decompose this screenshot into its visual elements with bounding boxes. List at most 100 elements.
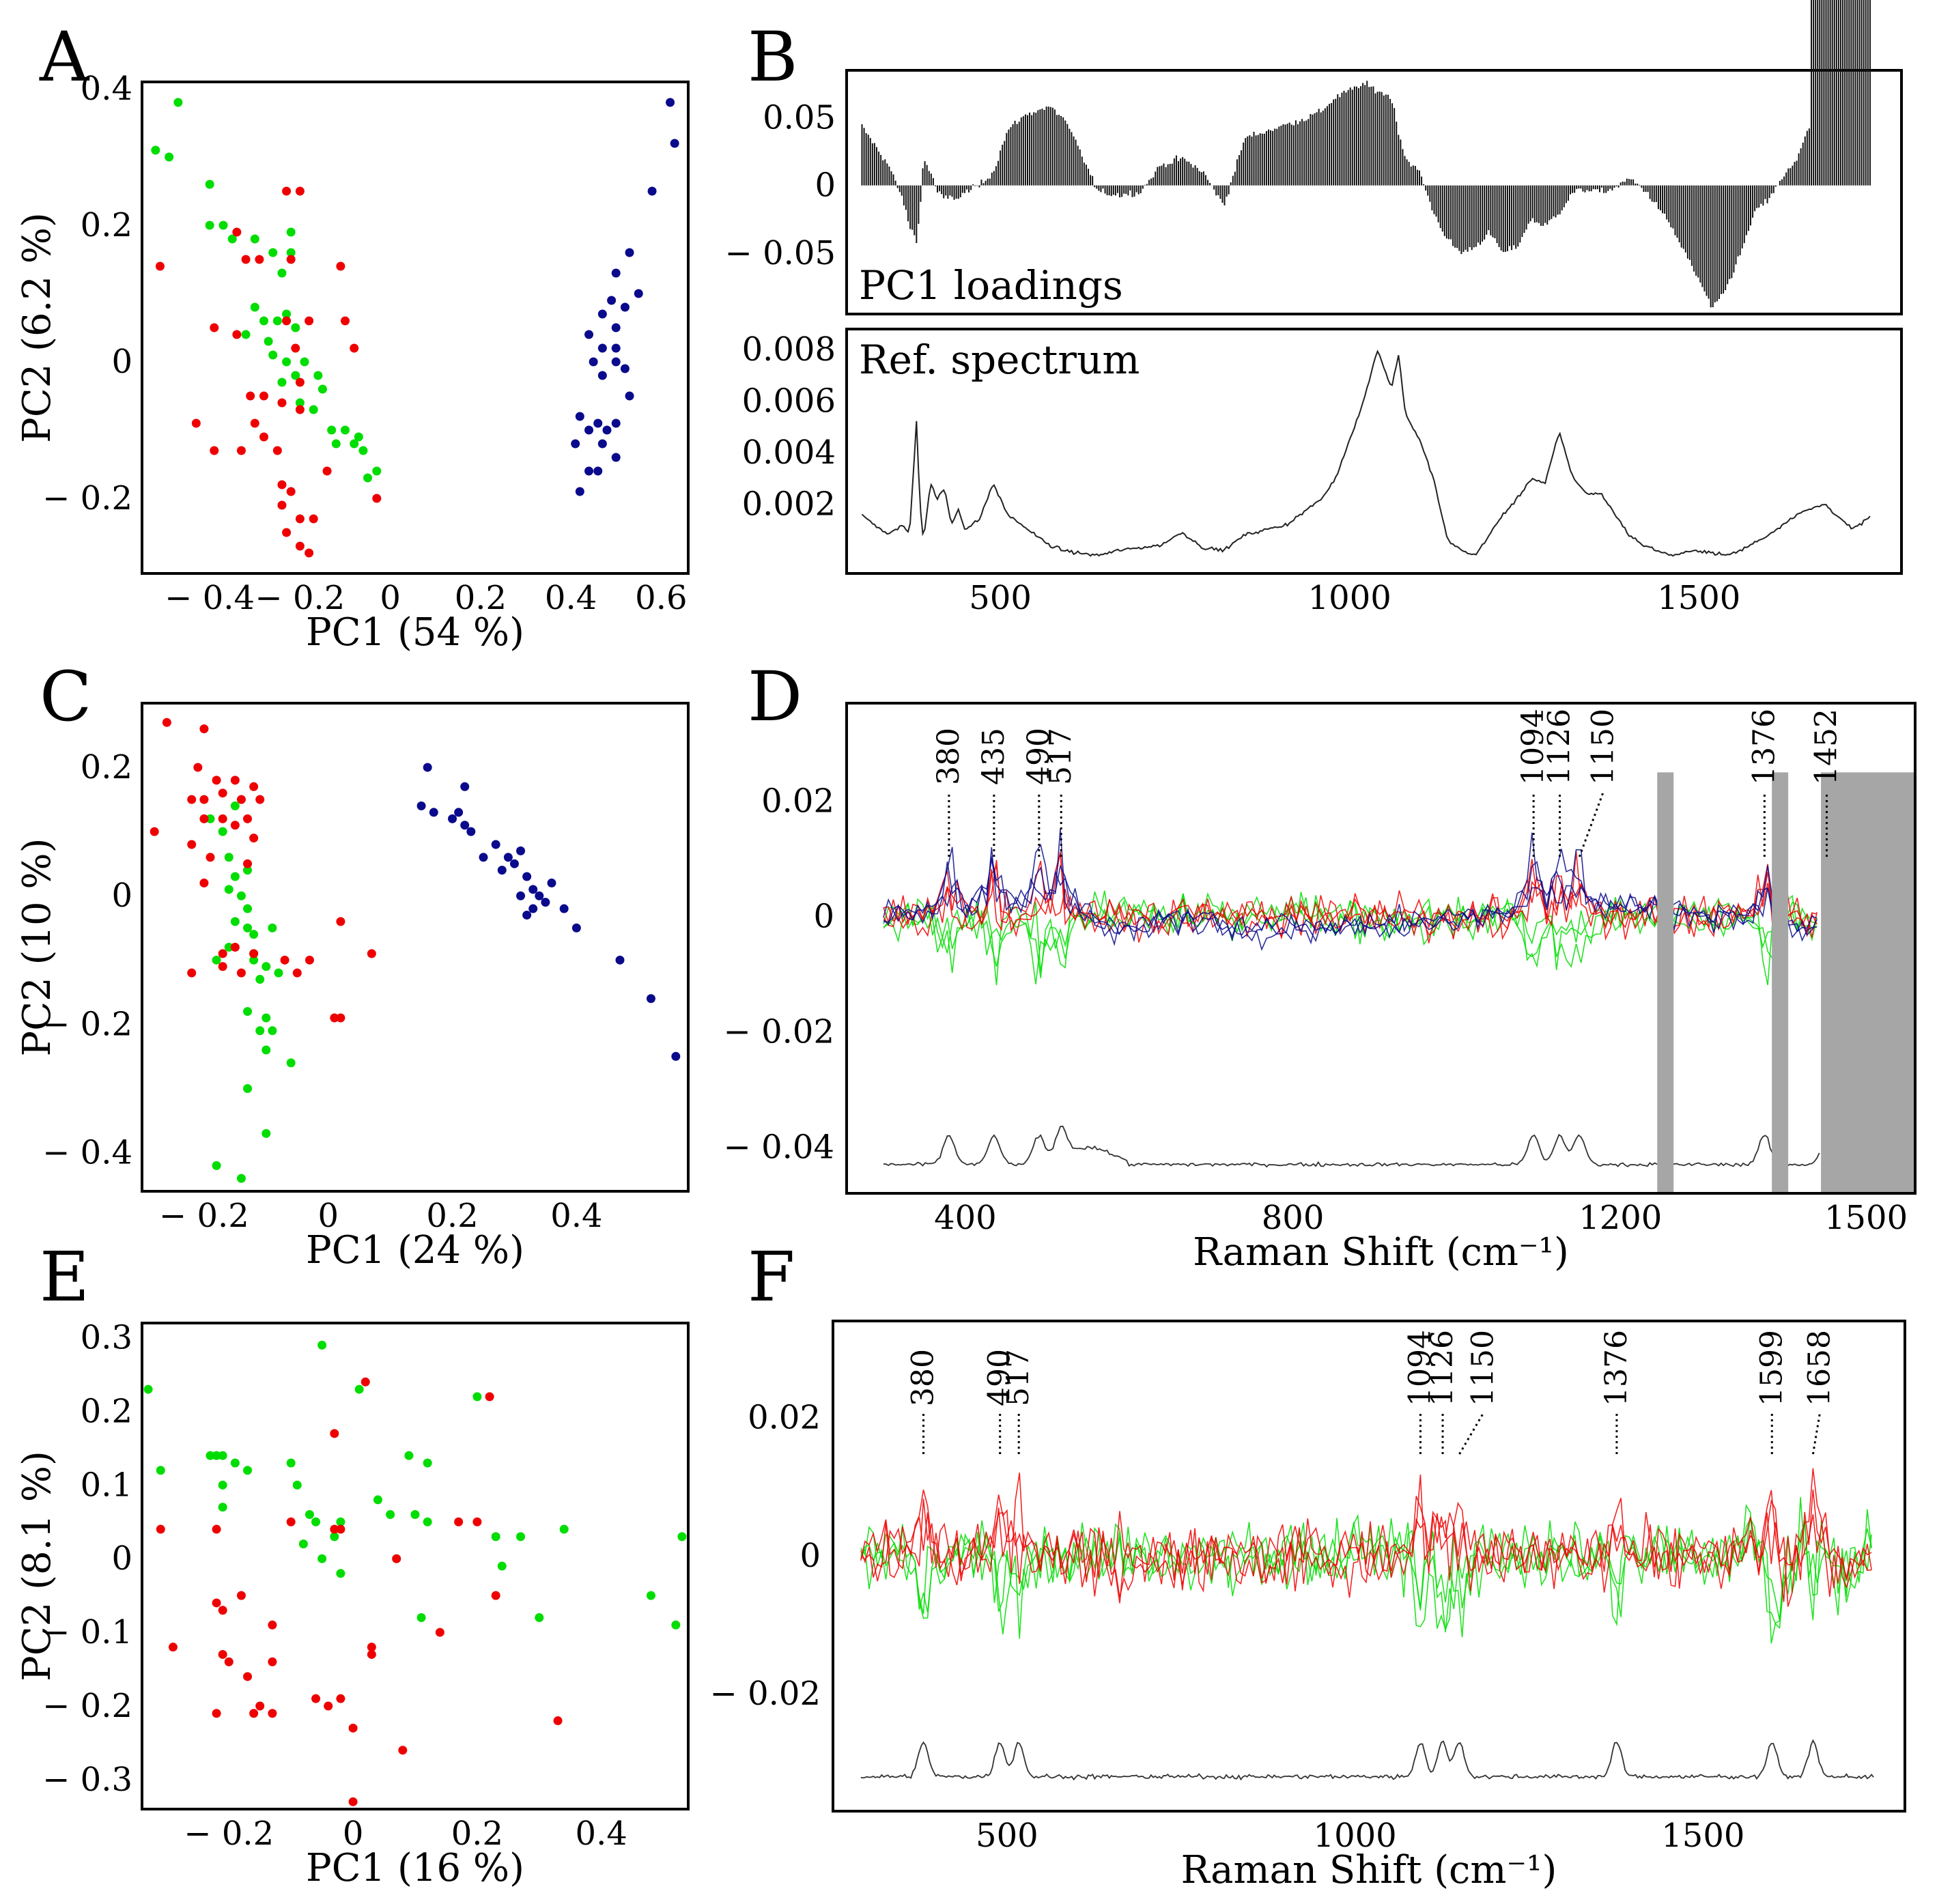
x-tick-label: − 0.4 [165,579,255,617]
scatter-point [611,323,621,332]
peak-label: 1150 [1466,1330,1501,1406]
scatter-point [230,917,240,926]
x-axis-label: PC1 (16 %) [306,1846,524,1890]
scatter-point [363,473,373,483]
x-tick-label: 1000 [1308,579,1391,617]
scatter-point [292,1480,302,1490]
scatter-point [282,186,292,196]
scatter-point [292,968,302,978]
scatter-point [460,782,470,791]
x-tick-label: − 0.2 [159,1197,249,1235]
scatter-point [246,391,255,401]
scatter-point [286,255,296,264]
y-tick-label: 0.2 [81,206,132,244]
scatter-point [250,418,259,428]
scatter-point [187,968,197,978]
scatter-point [522,910,532,920]
scatter-point [249,834,259,843]
panel-letter-c: C [40,657,92,737]
scatter-point [261,1045,271,1055]
peak-leader [1578,791,1604,857]
x-tick-label: − 0.2 [184,1815,274,1853]
scatter-point [236,795,246,804]
scatter-point [232,227,242,237]
scatter-point [212,1598,221,1608]
x-tick-label: 500 [976,1817,1038,1855]
x-tick-label: 0.4 [545,579,597,617]
scatter-point [162,717,171,727]
scatter-point [295,405,305,414]
scatter-point [286,1458,296,1468]
scatter-point [348,1723,358,1733]
scatter-point [666,98,675,107]
scatter-point [547,878,556,887]
x-tick-label: 500 [969,579,1032,617]
scatter-point [367,1643,376,1652]
scatter-point [311,1517,321,1526]
scatter-point [354,432,363,442]
scatter-point [423,1517,432,1526]
y-tick-label: − 0.2 [42,479,132,517]
scatter-point [261,1128,271,1138]
x-tick-label: 800 [1262,1199,1325,1237]
scatter-point [241,330,251,339]
x-tick-label: 400 [934,1199,997,1237]
peak-label: 1376 [1599,1330,1634,1406]
scatter-point [305,316,314,326]
scatter-point [535,891,544,900]
y-tick-label: 0.02 [748,1399,821,1437]
peak-leader [1458,1412,1484,1455]
scatter-point [255,1026,265,1036]
reference-label: Ref. spectrum [859,337,1140,383]
scatter-point [634,289,643,298]
peak-label: 1094 [1402,1330,1437,1406]
scatter-point [295,398,305,408]
scatter-point [187,840,197,849]
peak-label: 1126 [1425,1330,1460,1406]
scatter-point [212,776,221,785]
scatter-point [274,968,283,978]
scatter-point [528,904,538,913]
y-tick-label: 0.2 [81,1392,132,1430]
scatter-point [291,343,300,353]
scatter-point [372,494,382,503]
x-tick-label: 0.6 [635,579,687,617]
x-tick-label: 1500 [1824,1199,1908,1237]
x-tick-label: 1200 [1579,1199,1662,1237]
scatter-point [212,1709,221,1718]
scatter-point [597,309,607,319]
scatter-point [212,955,221,965]
scatter-point [249,1709,259,1718]
scatter-point [611,357,621,367]
scatter-point [597,371,607,380]
scatter-point [350,343,359,353]
scatter-point [472,1392,482,1402]
scatter-point [607,296,617,305]
scatter-point [187,795,197,804]
scatter-point [205,221,214,230]
scatter-point [404,1451,414,1460]
reference-y-tick: 0.008 [742,330,836,369]
x-tick-label: 0 [380,579,401,617]
scatter-point [336,1694,345,1703]
peak-label: 1658 [1802,1330,1837,1406]
x-axis-label: PC1 (24 %) [306,1228,524,1273]
scatter-point [584,466,594,476]
scatter-point [625,248,634,257]
scatter-point [331,439,341,449]
scatter-point [597,439,607,449]
scatter-point [620,302,630,312]
peak-label: 435 [976,728,1011,785]
x-tick-label: 0 [343,1815,364,1853]
scatter-point [151,145,160,155]
peak-label: 1150 [1585,709,1620,785]
scatter-point [311,1694,321,1703]
scatter-point [392,1554,401,1563]
scatter-point [584,425,594,435]
scatter-point [224,885,234,894]
scatter-point [611,268,621,278]
reference-frame [845,328,1903,575]
scatter-point [367,1649,376,1659]
scatter-point [602,425,612,435]
